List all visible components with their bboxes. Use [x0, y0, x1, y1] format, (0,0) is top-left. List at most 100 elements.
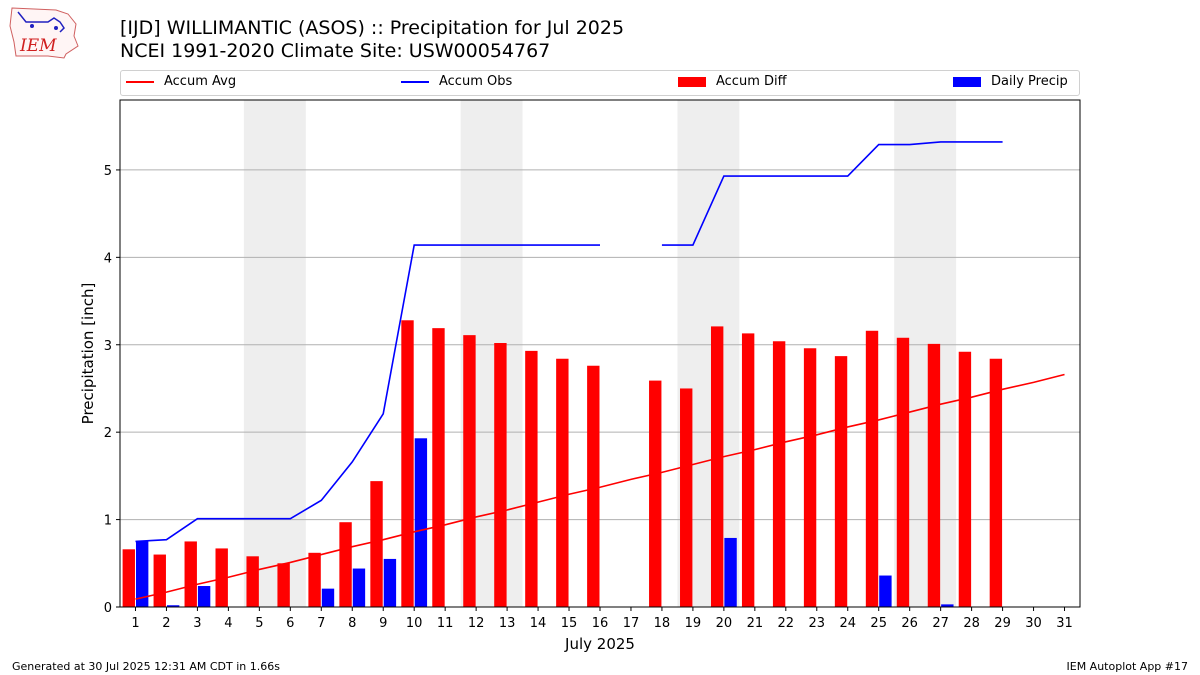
- accum-diff-bar: [649, 380, 662, 607]
- x-axis-label: July 2025: [564, 635, 635, 653]
- legend-label-accum-avg: Accum Avg: [164, 74, 237, 89]
- daily-precip-bar: [724, 537, 737, 607]
- accum-obs-line: [661, 141, 1003, 246]
- x-tick-label: 28: [963, 616, 980, 631]
- x-tick-label: 22: [778, 616, 795, 631]
- accum-diff-bar: [308, 552, 321, 607]
- accum-diff-bar: [680, 388, 693, 607]
- y-tick-label: 2: [104, 426, 112, 441]
- accum-diff-bar: [432, 328, 445, 607]
- x-tick-label: 11: [437, 616, 454, 631]
- gridlines: [120, 169, 1080, 521]
- x-tick-label: 4: [224, 616, 232, 631]
- x-tick-label: 30: [1025, 616, 1042, 631]
- accum-diff-bar: [494, 343, 507, 607]
- accum-diff-bar: [710, 326, 724, 607]
- accum-diff-bar: [834, 356, 848, 607]
- x-tick-label: 25: [870, 616, 887, 631]
- accum-diff-bar: [587, 365, 600, 607]
- x-tick-label: 1: [131, 616, 139, 631]
- daily-precip-bar: [321, 588, 335, 607]
- accum-diff-bar: [401, 320, 414, 607]
- x-tick-label: 15: [561, 616, 578, 631]
- legend-item-daily-precip: Daily Precip: [953, 74, 1068, 89]
- daily-precip-bar: [197, 586, 211, 607]
- accum-diff-bar: [556, 358, 569, 607]
- chart-subtitle: NCEI 1991-2020 Climate Site: USW00054767: [120, 40, 551, 62]
- y-tick-label: 4: [104, 251, 112, 266]
- legend-item-accum-obs: Accum Obs: [401, 74, 512, 89]
- accum-avg-line: [135, 373, 1065, 600]
- daily-precip-bar: [941, 604, 954, 607]
- x-ticks: 1 2 3 4 5 6 7 8 9 10 11 12 13 14 15 16 17 18 19 20 21 22 23 24 2…: [131, 607, 1073, 631]
- x-tick-label: 26: [901, 616, 918, 631]
- weekend-band: [243, 100, 306, 607]
- y-tick-label: 1: [104, 514, 112, 529]
- legend-item-accum-diff: Accum Diff: [678, 74, 787, 89]
- daily-precip-bar: [135, 541, 149, 607]
- legend-swatch-accum-diff: [678, 76, 706, 87]
- daily-precip-bar: [879, 575, 892, 607]
- x-tick-label: 27: [932, 616, 949, 631]
- x-tick-label: 10: [406, 616, 423, 631]
- legend-item-accum-avg: Accum Avg: [126, 74, 236, 89]
- x-tick-label: 23: [809, 616, 826, 631]
- x-tick-label: 12: [468, 616, 485, 631]
- x-tick-label: 7: [317, 616, 325, 631]
- legend-swatch-accum-obs: [401, 80, 429, 83]
- accum-diff-bar: [370, 481, 383, 607]
- accum-obs-line: [135, 244, 600, 543]
- x-tick-label: 20: [716, 616, 733, 631]
- chart-title: [IJD] WILLIMANTIC (ASOS) :: Precipitatio…: [120, 17, 625, 39]
- x-tick-label: 16: [592, 616, 609, 631]
- x-tick-label: 18: [654, 616, 671, 631]
- accum-diff-bar: [339, 522, 352, 607]
- accum-diff-bar: [463, 335, 476, 607]
- x-tick-label: 2: [162, 616, 170, 631]
- x-tick-label: 17: [623, 616, 640, 631]
- accum-diff-bar: [741, 333, 755, 607]
- y-ticks: 0 1 2 3 4 5: [104, 164, 120, 616]
- x-tick-label: 19: [685, 616, 702, 631]
- daily-precip-bar: [414, 438, 428, 607]
- legend-swatch-accum-avg: [126, 80, 154, 83]
- x-tick-label: 9: [379, 616, 387, 631]
- weekend-shading: [243, 100, 957, 607]
- daily-precip-bar: [352, 568, 366, 607]
- daily-precip-bar: [166, 605, 180, 607]
- x-tick-label: 3: [193, 616, 201, 631]
- x-tick-label: 24: [839, 616, 856, 631]
- app-note: IEM Autoplot App #17: [1066, 660, 1189, 673]
- y-tick-label: 3: [104, 339, 112, 354]
- x-tick-label: 5: [255, 616, 263, 631]
- x-tick-label: 31: [1056, 616, 1073, 631]
- lines: [135, 141, 1065, 600]
- y-tick-label: 0: [104, 601, 112, 616]
- accum-diff-bar: [927, 343, 941, 607]
- accum-diff-bar: [865, 330, 879, 607]
- y-tick-label: 5: [104, 164, 112, 179]
- legend-label-accum-diff: Accum Diff: [716, 74, 787, 89]
- legend-label-daily-precip: Daily Precip: [991, 74, 1068, 89]
- accum-diff-bar: [215, 548, 228, 607]
- x-tick-label: 6: [286, 616, 294, 631]
- x-tick-label: 8: [348, 616, 356, 631]
- x-tick-label: 13: [499, 616, 516, 631]
- x-tick-label: 14: [530, 616, 547, 631]
- accum-diff-bar: [803, 348, 817, 607]
- accum-diff-bar: [153, 554, 166, 607]
- accum-diff-bar: [958, 351, 972, 607]
- legend-label-accum-obs: Accum Obs: [439, 74, 513, 89]
- legend: Accum Avg Accum Obs Accum Diff Daily Pre…: [120, 70, 1080, 96]
- logo-text: IEM: [19, 36, 57, 56]
- x-tick-label: 21: [747, 616, 764, 631]
- accum-diff-bar: [246, 556, 259, 607]
- y-axis-label: Precipitation [inch]: [79, 283, 97, 425]
- accum-diff-bar: [277, 563, 290, 607]
- accum-diff-bar: [525, 350, 538, 607]
- accum-diff-bar: [772, 341, 786, 607]
- accum-diff-bar: [184, 541, 197, 607]
- generated-note: Generated at 30 Jul 2025 12:31 AM CDT in…: [12, 660, 280, 673]
- accum-diff-bar: [122, 549, 135, 607]
